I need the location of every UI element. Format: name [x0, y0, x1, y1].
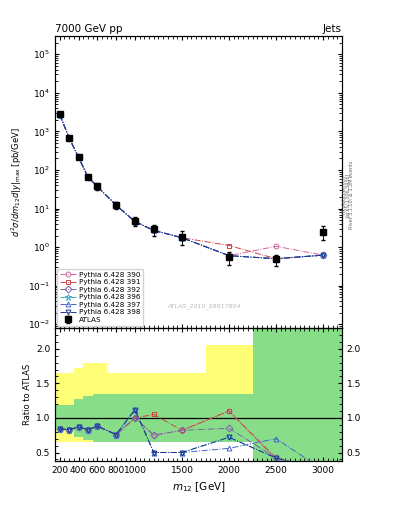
Pythia 6.428 396 — [227, 252, 231, 259]
Line: Pythia 6.428 396: Pythia 6.428 396 — [57, 112, 326, 262]
Pythia 6.428 397 — [67, 135, 72, 141]
Pythia 6.428 396 — [57, 112, 62, 118]
Pythia 6.428 392 — [321, 252, 325, 258]
Pythia 6.428 397 — [132, 219, 137, 225]
Pythia 6.428 391 — [95, 183, 100, 189]
Pythia 6.428 392 — [180, 234, 184, 241]
Pythia 6.428 397 — [321, 252, 325, 258]
Pythia 6.428 398 — [132, 219, 137, 225]
Pythia 6.428 390 — [114, 202, 119, 208]
Pythia 6.428 396 — [180, 234, 184, 241]
Pythia 6.428 397 — [227, 252, 231, 259]
Pythia 6.428 392 — [132, 219, 137, 225]
Pythia 6.428 396 — [114, 202, 119, 208]
Pythia 6.428 391 — [274, 255, 278, 262]
Pythia 6.428 391 — [76, 154, 81, 160]
Pythia 6.428 396 — [132, 219, 137, 225]
Pythia 6.428 398 — [151, 227, 156, 233]
Y-axis label: Ratio to ATLAS: Ratio to ATLAS — [23, 364, 31, 425]
Line: Pythia 6.428 397: Pythia 6.428 397 — [57, 112, 325, 261]
Line: Pythia 6.428 398: Pythia 6.428 398 — [57, 112, 325, 261]
Pythia 6.428 392 — [67, 135, 72, 141]
Pythia 6.428 390 — [151, 227, 156, 233]
Text: 7000 GeV pp: 7000 GeV pp — [55, 24, 123, 34]
Pythia 6.428 397 — [76, 154, 81, 160]
Pythia 6.428 391 — [180, 234, 184, 241]
Text: ATLAS_2010_S8817804: ATLAS_2010_S8817804 — [167, 304, 241, 309]
Pythia 6.428 397 — [57, 112, 62, 118]
Pythia 6.428 392 — [227, 252, 231, 259]
Pythia 6.428 392 — [76, 154, 81, 160]
Line: Pythia 6.428 390: Pythia 6.428 390 — [57, 112, 325, 258]
Text: [arXiv:1306.3436]: [arXiv:1306.3436] — [345, 173, 350, 217]
Pythia 6.428 398 — [67, 135, 72, 141]
Pythia 6.428 398 — [227, 252, 231, 259]
Text: Rivet 3.1.10; ≥ 3.3M events: Rivet 3.1.10; ≥ 3.3M events — [349, 160, 354, 229]
Line: Pythia 6.428 391: Pythia 6.428 391 — [57, 112, 325, 261]
Pythia 6.428 392 — [86, 174, 90, 180]
Pythia 6.428 397 — [180, 234, 184, 241]
Pythia 6.428 392 — [274, 255, 278, 262]
Pythia 6.428 390 — [76, 154, 81, 160]
Pythia 6.428 396 — [95, 183, 100, 189]
X-axis label: $m_{12}$ [GeV]: $m_{12}$ [GeV] — [172, 480, 225, 494]
Text: mcplots.cern.ch: mcplots.cern.ch — [342, 175, 346, 214]
Pythia 6.428 397 — [95, 183, 100, 189]
Pythia 6.428 390 — [274, 243, 278, 249]
Pythia 6.428 398 — [180, 234, 184, 241]
Pythia 6.428 390 — [227, 252, 231, 259]
Pythia 6.428 390 — [180, 234, 184, 241]
Pythia 6.428 398 — [114, 202, 119, 208]
Pythia 6.428 396 — [76, 154, 81, 160]
Pythia 6.428 396 — [274, 255, 278, 262]
Line: Pythia 6.428 392: Pythia 6.428 392 — [57, 112, 325, 261]
Pythia 6.428 391 — [227, 243, 231, 249]
Pythia 6.428 390 — [321, 252, 325, 258]
Pythia 6.428 391 — [57, 112, 62, 118]
Pythia 6.428 397 — [114, 202, 119, 208]
Pythia 6.428 390 — [132, 219, 137, 225]
Pythia 6.428 390 — [67, 135, 72, 141]
Pythia 6.428 397 — [86, 174, 90, 180]
Pythia 6.428 398 — [57, 112, 62, 118]
Pythia 6.428 397 — [151, 227, 156, 233]
Pythia 6.428 396 — [86, 174, 90, 180]
Pythia 6.428 391 — [114, 202, 119, 208]
Pythia 6.428 390 — [86, 174, 90, 180]
Pythia 6.428 398 — [76, 154, 81, 160]
Y-axis label: $d^2\sigma/dm_{12}d|y|_\mathrm{max}$ [pb/GeV]: $d^2\sigma/dm_{12}d|y|_\mathrm{max}$ [pb… — [9, 127, 24, 237]
Pythia 6.428 391 — [67, 135, 72, 141]
Pythia 6.428 396 — [67, 135, 72, 141]
Pythia 6.428 391 — [151, 227, 156, 233]
Pythia 6.428 391 — [321, 252, 325, 258]
Pythia 6.428 398 — [274, 255, 278, 262]
Pythia 6.428 398 — [95, 183, 100, 189]
Pythia 6.428 390 — [95, 183, 100, 189]
Pythia 6.428 398 — [321, 252, 325, 258]
Pythia 6.428 392 — [151, 227, 156, 233]
Pythia 6.428 391 — [86, 174, 90, 180]
Legend: Pythia 6.428 390, Pythia 6.428 391, Pythia 6.428 392, Pythia 6.428 396, Pythia 6: Pythia 6.428 390, Pythia 6.428 391, Pyth… — [57, 269, 143, 326]
Pythia 6.428 392 — [114, 202, 119, 208]
Text: Jets: Jets — [323, 24, 342, 34]
Pythia 6.428 396 — [321, 252, 325, 258]
Pythia 6.428 397 — [274, 255, 278, 262]
Pythia 6.428 398 — [86, 174, 90, 180]
Pythia 6.428 391 — [132, 219, 137, 225]
Pythia 6.428 390 — [57, 112, 62, 118]
Pythia 6.428 392 — [57, 112, 62, 118]
Pythia 6.428 392 — [95, 183, 100, 189]
Pythia 6.428 396 — [151, 227, 156, 233]
